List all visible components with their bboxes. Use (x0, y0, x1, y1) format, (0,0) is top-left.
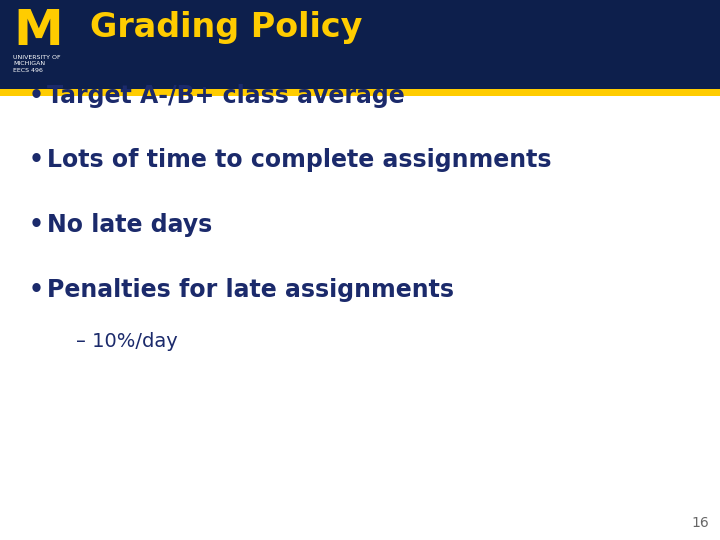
Text: 16: 16 (691, 516, 709, 530)
Text: •: • (29, 84, 44, 107)
Text: •: • (29, 148, 44, 172)
Text: Lots of time to complete assignments: Lots of time to complete assignments (47, 148, 552, 172)
Text: •: • (29, 213, 44, 237)
Text: – 10%/day: – 10%/day (76, 332, 177, 351)
Text: Target A-/B+ class average: Target A-/B+ class average (47, 84, 405, 107)
Text: •: • (29, 278, 44, 302)
Bar (0, 0, 720, 89)
Text: No late days: No late days (47, 213, 212, 237)
Text: UNIVERSITY OF
MICHIGAN
EECS 496: UNIVERSITY OF MICHIGAN EECS 496 (13, 55, 60, 73)
Text: Penalties for late assignments: Penalties for late assignments (47, 278, 454, 302)
Text: Grading Policy: Grading Policy (90, 11, 362, 44)
Bar (0, 89, 720, 96)
Text: M: M (13, 7, 63, 55)
